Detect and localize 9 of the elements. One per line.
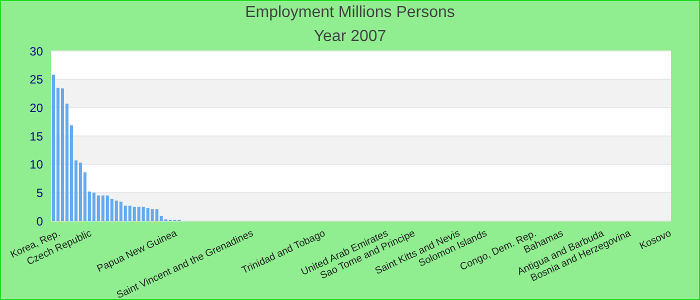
y-tick-label: 25 — [30, 72, 44, 87]
chart-title: Employment Millions Persons — [244, 4, 456, 22]
y-tick-label: 20 — [30, 100, 44, 115]
y-tick-label: 15 — [30, 129, 44, 144]
y-tick-label: 10 — [30, 158, 44, 172]
chart-subtitle: Year 2007 — [312, 28, 388, 46]
y-tick-label: 30 — [30, 44, 44, 58]
y-tick-label: 5 — [36, 186, 44, 200]
y-tick-label: 0 — [36, 214, 44, 228]
